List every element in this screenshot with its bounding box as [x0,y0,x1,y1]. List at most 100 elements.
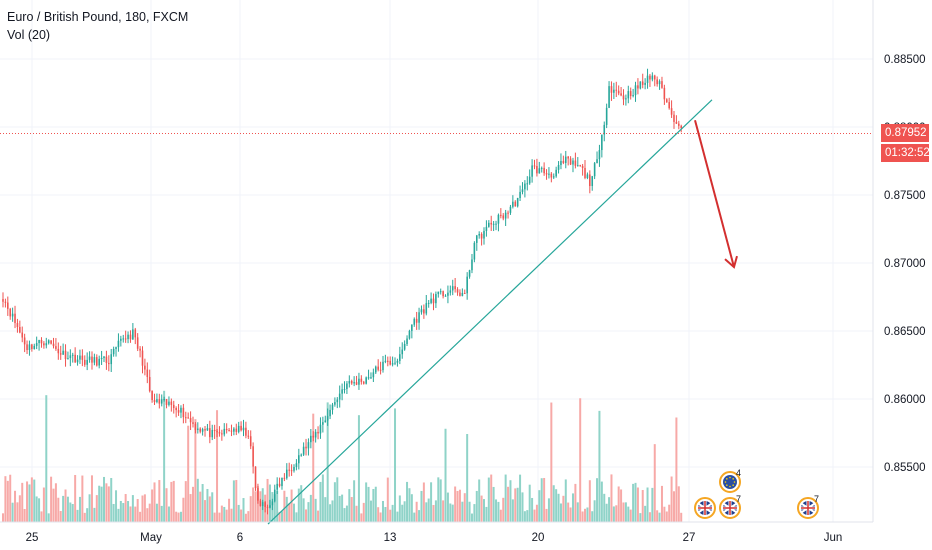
candle-body [79,355,81,360]
candle-body [52,343,55,347]
volume-bar [110,478,113,522]
uk-flag-icon[interactable] [694,497,716,519]
eu-flag-icon[interactable] [719,471,741,493]
volume-bar [579,398,582,522]
volume-bar [511,499,514,522]
candle-body [160,399,163,404]
uk-flag-icon[interactable] [797,497,819,519]
candle-body [399,354,401,361]
trendline[interactable] [267,99,713,525]
price-tick-label: 0.87000 [884,258,926,270]
candle-body [622,95,625,100]
candle-body [269,505,271,508]
volume-bar [398,495,401,522]
candle-body [495,223,497,225]
volume-bar [391,504,394,522]
candle-body [360,378,363,382]
candle-body [108,362,110,365]
candle-body [632,95,634,97]
candle-body [500,214,502,216]
volume-bar [30,477,33,522]
volume-bar [523,511,526,522]
volume-bar [204,500,207,522]
candle-body [310,435,312,443]
price-tick-label: 0.85500 [884,462,926,474]
volume-bar [179,511,182,522]
time-tick-label: 27 [683,532,696,544]
chart-title: Euro / British Pound, 180, FXCM [7,10,189,24]
candle-body [473,242,476,260]
candle-body [449,290,452,293]
candle-body [184,417,187,419]
candle-body [574,160,577,166]
candle-body [471,259,473,271]
volume-bar [230,508,233,522]
volume-bar [232,480,235,522]
volume-bar [341,494,344,522]
price-axis[interactable]: 0.885000.880000.875000.870000.865000.860… [884,54,926,474]
candle-body [540,167,543,169]
volume-bar [410,494,413,522]
volume-bar [26,481,29,522]
candle-body [305,446,307,449]
candle-body [74,354,76,363]
candle-body [656,79,658,85]
candle-body [512,201,514,207]
candle-body [124,338,127,340]
volume-bar [220,505,223,522]
volume-bar [278,511,281,522]
volume-bar [208,496,211,522]
volume-bar [658,512,661,522]
volume-bar [627,506,630,522]
volume-bar [675,417,678,522]
volume-bar [480,495,483,522]
candle-body [504,212,507,219]
candle-body [228,430,230,432]
volume-bar [252,487,255,522]
volume-bar [134,506,137,522]
volume-bar [100,486,103,522]
candle-body [521,189,524,192]
candle-body [341,389,343,394]
candle-body [45,343,48,346]
candle-body [653,75,656,80]
candle-body [201,429,204,432]
candle-body [548,173,550,175]
volume-bar [430,482,433,522]
candle-body [172,404,175,409]
time-axis[interactable]: 25 May 6 13 20 27 Jun [26,532,843,544]
volume-bar [324,497,327,522]
volume-bar [600,481,603,522]
candle-body [141,350,144,366]
uk-flag-icon[interactable] [719,497,741,519]
volume-bar [401,504,404,522]
volume-bar [302,498,305,522]
projection-arrow[interactable] [694,119,738,269]
candle-body [136,337,139,349]
volume-bar [357,415,360,522]
candle-body [192,422,194,424]
candle-body [651,75,654,80]
volume-bar [531,497,534,522]
volume-bar [247,511,250,522]
candle-body [485,226,488,231]
volume-bar [514,488,517,522]
event-count: 7 [814,494,819,504]
volume-bar [461,501,464,522]
candle-body [593,163,596,177]
volume-indicator-label[interactable]: Vol (20) [7,28,51,42]
volume-bar [538,490,541,522]
candle-body [213,429,216,432]
candlesticks [2,68,683,515]
candle-body [584,167,586,179]
volume-bar [290,489,293,522]
volume-bar [576,502,579,522]
volume-bar [540,478,543,522]
candle-body [206,428,209,431]
candle-body [663,87,666,100]
candle-body [661,81,663,88]
candle-body [665,99,668,103]
volume-bar [213,512,216,522]
volume-bar [119,500,122,522]
